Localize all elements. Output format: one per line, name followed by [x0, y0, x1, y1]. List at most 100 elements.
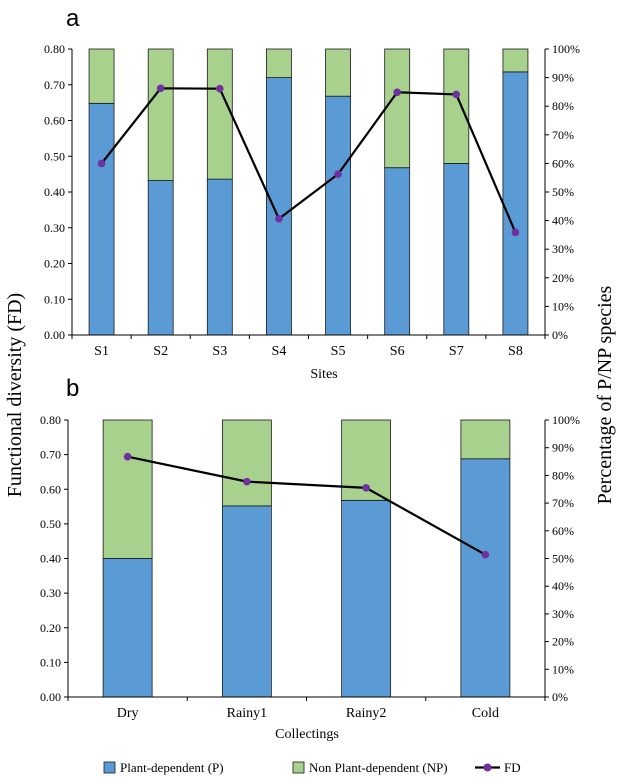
- y2-tick-label: 10%: [552, 299, 574, 313]
- bar-np-s6: [384, 48, 411, 169]
- y2-tick-label: 50%: [552, 185, 574, 199]
- legend-swatch-np: [292, 761, 305, 774]
- y-tick-label: 0.70: [40, 448, 61, 462]
- y2-tick-label: 100%: [552, 413, 580, 427]
- bar-np-cold: [460, 419, 511, 460]
- y-tick-label: 0.60: [40, 482, 61, 496]
- panel-a-axes: [71, 49, 546, 336]
- y-tick-label: 0.60: [44, 114, 65, 128]
- bar-np-s7: [443, 48, 470, 164]
- y2-tick-label: 20%: [552, 635, 574, 649]
- x-tick-label-dry: Dry: [117, 706, 139, 721]
- y2-tick-label: 0%: [552, 690, 568, 704]
- y-tick-label: 0.40: [44, 185, 65, 199]
- bar-p-dry: [102, 558, 153, 698]
- bar-np-dry: [102, 419, 153, 559]
- bar-p-s4: [266, 77, 292, 336]
- fd-point-s6: [393, 88, 401, 97]
- y2-tick-label: 20%: [552, 271, 574, 285]
- bar-np-s4: [266, 48, 292, 79]
- y2-tick-label: 90%: [552, 441, 574, 455]
- legend: Plant-dependent (P) Non Plant-dependent …: [103, 760, 521, 775]
- panel-a-y-ticks: 0.00 0.10 0.20 0.30 0.40 0.50 0.60 0.70 0.80: [44, 42, 72, 342]
- x-tick-label-s5: S5: [331, 344, 346, 359]
- y-tick-label: 0.20: [40, 621, 61, 635]
- y2-tick-label: 70%: [552, 496, 574, 510]
- y-tick-label: 0.20: [44, 257, 65, 271]
- x-tick-label-s7: S7: [449, 344, 464, 359]
- bar-p-rainy2: [341, 499, 392, 698]
- x-tick-label-rainy2: Rainy2: [346, 706, 386, 721]
- fd-point-rainy2: [362, 484, 370, 492]
- y-tick-label: 0.50: [44, 149, 65, 163]
- bar-np-s2: [147, 48, 174, 181]
- x-tick-label-s3: S3: [212, 344, 227, 359]
- legend-label-np: Non Plant-dependent (NP): [309, 760, 448, 775]
- x-tick-label-s6: S6: [390, 344, 405, 359]
- y-tick-label: 0.30: [40, 586, 61, 600]
- bar-np-s8: [502, 48, 529, 73]
- panel-b-y-ticks: 0.00 0.10 0.20 0.30 0.40 0.50 0.60 0.70 0.80: [40, 413, 68, 704]
- bar-p-s3: [206, 178, 233, 336]
- y2-tick-label: 30%: [552, 607, 574, 621]
- x-tick-label-cold: Cold: [472, 706, 499, 721]
- panel-a-x-axis-title: Sites: [310, 367, 337, 382]
- y-tick-label: 0.80: [40, 413, 61, 427]
- y2-tick-label: 10%: [552, 662, 574, 676]
- y2-tick-label: 30%: [552, 242, 574, 256]
- y2-axis-title: Percentage of P/NP species: [594, 285, 616, 504]
- panel-b-x-ticks: Dry Rainy1 Rainy2 Cold: [67, 697, 546, 721]
- y2-tick-label: 80%: [552, 99, 574, 113]
- bar-np-s3: [206, 48, 233, 180]
- y-tick-label: 0.70: [44, 78, 65, 92]
- fd-point-s4: [275, 215, 283, 223]
- x-tick-label-s4: S4: [272, 344, 287, 359]
- bar-p-s7: [443, 162, 470, 336]
- panel-b-letter: b: [66, 375, 79, 402]
- fd-point-s7: [452, 90, 461, 99]
- fd-point-rainy1: [243, 477, 251, 486]
- panel-b-x-axis-title: Collectings: [275, 727, 339, 742]
- y-tick-label: 0.40: [40, 552, 61, 566]
- legend-label-fd: FD: [504, 760, 521, 775]
- y-tick-label: 0.80: [44, 42, 65, 56]
- legend-swatch-p: [103, 761, 116, 774]
- panel-a-y2-ticks: 0% 10% 20% 30% 40% 50% 60% 70% 80% 90% 100%: [545, 42, 580, 342]
- legend-marker-fd: [483, 763, 492, 772]
- bar-p-s8: [502, 71, 529, 336]
- bar-np-rainy1: [221, 419, 272, 507]
- panel-b-fd-series: [123, 452, 490, 559]
- panel-b-bars: [102, 419, 511, 698]
- bar-p-cold: [460, 458, 511, 698]
- panel-b-y2-ticks: 0% 10% 20% 30% 40% 50% 60% 70% 80% 90% 100%: [545, 413, 580, 704]
- y2-tick-label: 70%: [552, 128, 574, 142]
- fd-line: [100, 87, 517, 233]
- panel-a-x-ticks: S1 S2 S3 S4 S5 S6 S7 S8: [71, 335, 546, 359]
- fd-point-s8: [511, 228, 520, 237]
- bar-p-s5: [325, 95, 351, 336]
- y-tick-label: 0.30: [44, 221, 65, 235]
- y2-tick-label: 60%: [552, 156, 574, 170]
- y2-tick-label: 80%: [552, 468, 574, 482]
- y-tick-label: 0.00: [44, 328, 65, 342]
- y2-tick-label: 100%: [552, 42, 580, 56]
- bar-p-s2: [147, 180, 174, 336]
- y2-tick-label: 90%: [552, 71, 574, 85]
- x-tick-label-rainy1: Rainy1: [227, 706, 267, 721]
- y2-tick-label: 50%: [552, 552, 574, 566]
- bar-p-rainy1: [221, 505, 272, 698]
- panel-a-bars: [88, 48, 529, 336]
- bar-np-s1: [88, 48, 115, 104]
- fd-point-cold: [481, 550, 490, 559]
- fd-point-s3: [216, 84, 224, 93]
- legend-label-p: Plant-dependent (P): [120, 760, 224, 775]
- x-tick-label-s1: S1: [94, 344, 109, 359]
- y-axis-title: Functional diversity (FD): [4, 293, 26, 497]
- x-tick-label-s8: S8: [508, 344, 523, 359]
- fd-point-dry: [123, 452, 132, 461]
- y-tick-label: 0.10: [44, 292, 65, 306]
- x-tick-label-s2: S2: [153, 344, 168, 359]
- fd-point-s2: [156, 84, 165, 93]
- y2-tick-label: 60%: [552, 524, 574, 538]
